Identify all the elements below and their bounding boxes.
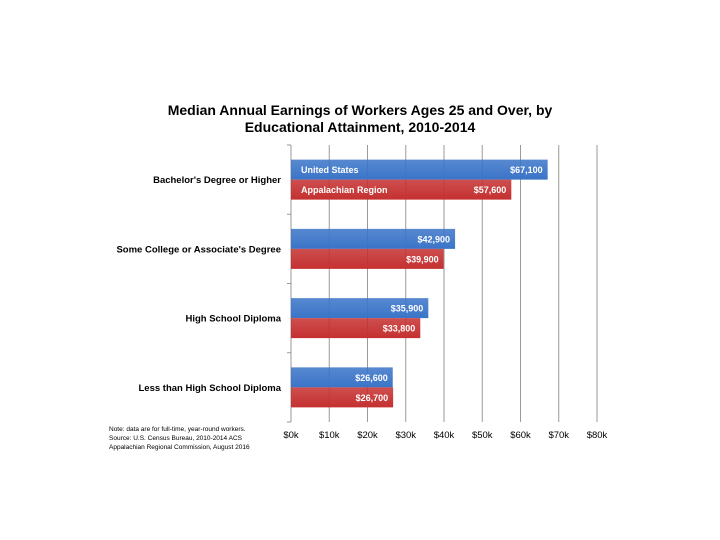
bar-1-2 bbox=[291, 318, 421, 339]
value-label-1-0: $57,600 bbox=[474, 185, 507, 195]
chart-note: Note: data are for full-time, year-round… bbox=[109, 425, 250, 452]
value-label-0-1: $42,900 bbox=[418, 234, 451, 244]
x-tick-label-4: $40k bbox=[434, 430, 455, 441]
chart-title-line-2: Educational Attainment, 2010-2014 bbox=[244, 119, 476, 135]
legend-label-0: United States bbox=[301, 165, 359, 175]
value-label-0-2: $35,900 bbox=[391, 304, 424, 314]
chart-title: Median Annual Earnings of Workers Ages 2… bbox=[0, 102, 720, 136]
bar-1-0 bbox=[291, 179, 512, 200]
chart-title-line-1: Median Annual Earnings of Workers Ages 2… bbox=[167, 102, 553, 118]
bar-1-3 bbox=[291, 387, 394, 408]
note-line-1: Note: data are for full-time, year-round… bbox=[109, 426, 246, 433]
value-label-1-3: $26,700 bbox=[356, 393, 389, 403]
x-tick-label-6: $60k bbox=[510, 430, 531, 441]
bar-0-2 bbox=[291, 298, 429, 319]
category-label-3: Less than High School Diploma bbox=[138, 383, 281, 394]
x-tick-label-2: $20k bbox=[357, 430, 378, 441]
value-label-1-2: $33,800 bbox=[383, 324, 416, 334]
value-label-0-3: $26,600 bbox=[355, 373, 388, 383]
x-tick-label-7: $70k bbox=[548, 430, 569, 441]
x-tick-label-8: $80k bbox=[587, 430, 608, 441]
value-label-1-1: $39,900 bbox=[406, 254, 439, 264]
category-label-1: Some College or Associate's Degree bbox=[116, 244, 281, 255]
x-tick-label-1: $10k bbox=[319, 430, 340, 441]
category-label-2: High School Diploma bbox=[185, 314, 281, 325]
bar-0-3 bbox=[291, 367, 393, 388]
bar-0-1 bbox=[291, 228, 456, 249]
bar-0-0 bbox=[291, 159, 548, 180]
x-tick-label-3: $30k bbox=[395, 430, 416, 441]
note-line-3: Appalachian Regional Commission, August … bbox=[109, 444, 250, 451]
value-label-0-0: $67,100 bbox=[510, 165, 543, 175]
legend-label-1: Appalachian Region bbox=[301, 185, 388, 195]
note-line-2: Source: U.S. Census Bureau, 2010-2014 AC… bbox=[109, 435, 242, 442]
category-label-0: Bachelor's Degree or Higher bbox=[153, 175, 281, 186]
x-tick-label-0: $0k bbox=[283, 430, 299, 441]
bar-1-1 bbox=[291, 248, 444, 269]
x-tick-label-5: $50k bbox=[472, 430, 493, 441]
